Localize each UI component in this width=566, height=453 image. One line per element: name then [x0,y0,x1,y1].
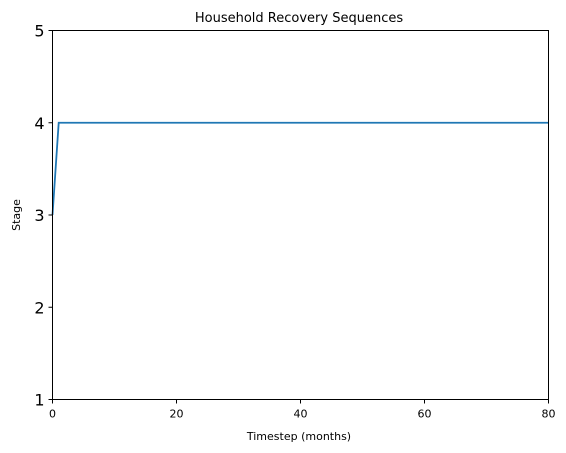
y-tick-label: 2 [34,298,44,317]
x-axis-label: Timestep (months) [246,430,351,443]
y-tick-label: 1 [34,391,44,410]
y-tick-label: 5 [34,22,44,41]
x-tick-label: 20 [170,408,184,421]
y-tick-label: 4 [34,114,44,133]
plot-frame [52,30,549,400]
series-line [51,121,549,216]
x-tick-label: 60 [418,408,432,421]
x-tick-label: 0 [49,408,56,421]
y-axis: 1 2 3 4 5 [34,22,53,410]
chart-title: Household Recovery Sequences [195,11,403,26]
y-axis-label: Stage [10,199,23,231]
x-axis: 0 20 40 60 80 [49,399,556,421]
plot-area [51,121,549,216]
x-tick-label: 40 [294,408,308,421]
x-tick-label: 80 [542,408,556,421]
y-tick-label: 3 [34,206,44,225]
